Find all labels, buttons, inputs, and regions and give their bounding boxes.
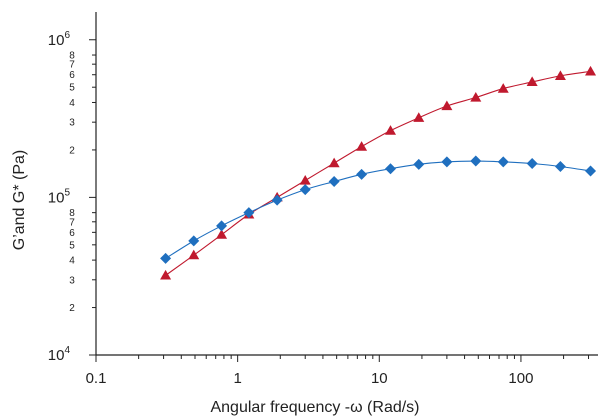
triangle-marker: [497, 83, 509, 93]
y-minor-tick-label: 4: [69, 98, 75, 109]
series-line: [165, 70, 591, 276]
diamond-marker: [188, 235, 200, 247]
triangle-marker: [526, 76, 538, 87]
x-tick-label: 10: [371, 370, 388, 387]
x-ticks: 0.1 1 10 100: [86, 355, 590, 387]
y-minor-tick-label: 4: [69, 256, 75, 267]
diamond-marker: [470, 155, 482, 167]
diamond-marker: [413, 158, 425, 170]
triangle-marker: [216, 229, 228, 239]
triangle-marker: [356, 141, 368, 151]
y-tick-exponent: 5: [64, 187, 70, 198]
y-minor-tick-label: 5: [69, 83, 75, 94]
y-tick-label: 104: [48, 345, 71, 364]
diamond-marker: [160, 252, 172, 264]
x-tick-label: 100: [508, 370, 533, 387]
triangle-marker: [188, 249, 200, 260]
diamond-marker: [385, 163, 397, 175]
y-minor-tick-label: 2: [69, 303, 75, 314]
y-minor-tick-label: 6: [69, 70, 75, 81]
diamond-marker: [216, 220, 228, 232]
diamond-marker: [328, 176, 340, 188]
x-tick-label: 0.1: [86, 370, 107, 387]
triangle-marker: [470, 92, 482, 102]
x-tick-label: 1: [233, 370, 241, 387]
y-axis-title: G’and G* (Pa): [11, 150, 28, 250]
diamond-marker: [441, 156, 453, 168]
triangle-marker: [554, 70, 566, 80]
x-axis-title: Angular frequency -ω (Rad/s): [210, 399, 419, 416]
y-tick-exponent: 4: [64, 345, 70, 356]
triangle-marker: [160, 269, 172, 280]
diamond-marker: [299, 184, 311, 196]
y-minor-tick-label: 3: [69, 118, 75, 129]
y-minor-tick-label: 5: [69, 240, 75, 251]
series-diamond: [160, 155, 597, 264]
diamond-marker: [356, 168, 368, 180]
diamond-marker: [554, 160, 566, 172]
triangle-marker: [299, 174, 311, 185]
diamond-marker: [497, 156, 509, 168]
triangle-marker: [413, 112, 425, 122]
y-tick-exponent: 6: [64, 30, 70, 41]
triangle-marker: [328, 157, 340, 168]
series-triangle: [160, 65, 597, 280]
y-minor-tick-label: 7: [69, 60, 75, 71]
y-tick-label: 105: [48, 187, 71, 206]
axes: [95, 12, 598, 356]
triangle-marker: [385, 125, 397, 135]
diamond-marker: [243, 207, 255, 219]
series-layer: [160, 65, 597, 280]
y-minor-tick-label: 3: [69, 275, 75, 286]
y-minor-tick-label: 8: [69, 51, 75, 62]
series-line: [165, 160, 591, 259]
diamond-marker: [271, 194, 283, 206]
y-minor-tick-label: 7: [69, 217, 75, 228]
diamond-marker: [585, 165, 597, 177]
y-minor-tick-label: 8: [69, 208, 75, 219]
y-minor-tick-label: 6: [69, 228, 75, 239]
y-minor-tick-label: 2: [69, 145, 75, 156]
y-tick-label: 106: [48, 30, 71, 49]
triangle-marker: [441, 100, 453, 111]
triangle-marker: [585, 65, 597, 76]
diamond-marker: [526, 158, 538, 170]
